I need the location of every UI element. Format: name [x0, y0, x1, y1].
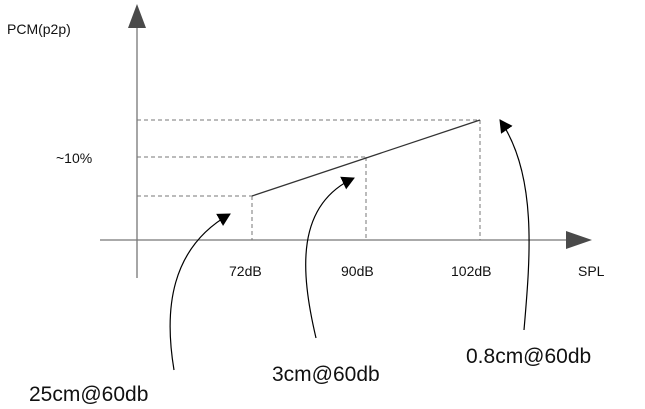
y-axis-title: PCM(p2p) [7, 21, 71, 37]
callout-arrows [169, 119, 530, 371]
y-marker-label: ~10% [56, 150, 92, 166]
y-axis-arrowhead [128, 4, 146, 28]
callout-label-3cm: 3cm@60db [272, 363, 380, 386]
dashed-guides [137, 119, 481, 240]
axes [100, 4, 592, 278]
callout-label-25cm: 25cm@60db [29, 383, 148, 406]
callout-arrow-3cm [305, 176, 355, 339]
x-tick-90db: 90dB [341, 263, 374, 279]
x-tick-72db: 72dB [229, 263, 262, 279]
x-axis-title: SPL [578, 263, 605, 279]
response-line [251, 119, 481, 197]
callout-arrow-25cm [169, 213, 231, 371]
callout-label-0.8cm: 0.8cm@60db [466, 345, 591, 368]
x-axis-arrowhead [566, 231, 592, 249]
callout-arrow-0.8cm [499, 119, 530, 331]
x-tick-102db: 102dB [451, 263, 491, 279]
